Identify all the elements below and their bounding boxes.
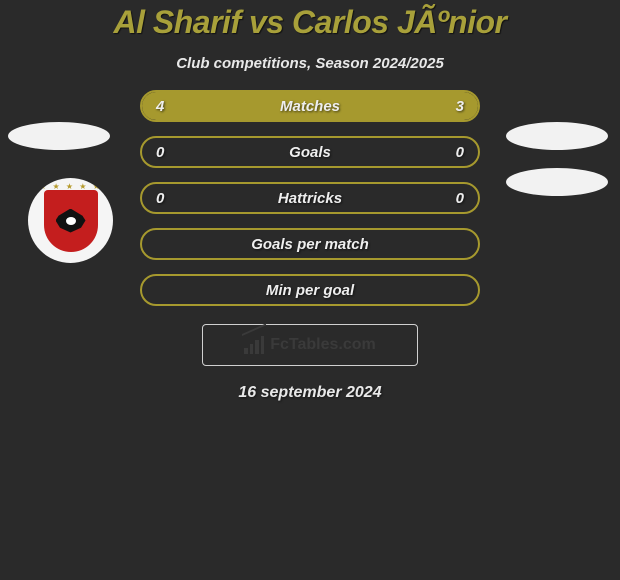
subtitle: Club competitions, Season 2024/2025: [0, 55, 620, 72]
branding-box[interactable]: FcTables.com: [202, 324, 418, 366]
player-photo-placeholder: [8, 122, 110, 150]
eagle-icon: [56, 209, 86, 233]
player-photo-placeholder: [506, 122, 608, 150]
right-photos-column: [506, 122, 608, 196]
bar-chart-icon: [244, 336, 264, 354]
stat-label: Matches: [280, 98, 340, 115]
stat-label: Hattricks: [278, 190, 342, 207]
stat-value-left: 0: [156, 190, 164, 207]
page-title: Al Sharif vs Carlos JÃºnior: [0, 4, 620, 41]
comparison-card: Al Sharif vs Carlos JÃºnior Club competi…: [0, 0, 620, 402]
stat-value-right: 0: [456, 144, 464, 161]
stat-label: Goals: [289, 144, 331, 161]
stat-value-left: 0: [156, 144, 164, 161]
club-logo-right-placeholder: [506, 168, 608, 196]
stat-row-goals: 0 Goals 0: [140, 136, 480, 168]
stat-value-right: 0: [456, 190, 464, 207]
stat-label: Goals per match: [156, 236, 464, 253]
logo-shield: [44, 190, 98, 252]
stat-row-hattricks: 0 Hattricks 0: [140, 182, 480, 214]
stat-row-min-per-goal: Min per goal: [140, 274, 480, 306]
club-logo-left: ★ ★ ★ ★ ★: [28, 178, 113, 263]
stat-value-right: 3: [456, 98, 464, 115]
date-text: 16 september 2024: [0, 384, 620, 402]
stat-row-matches: 4 Matches 3: [140, 90, 480, 122]
stat-label: Min per goal: [156, 282, 464, 299]
stat-rows: 4 Matches 3 0 Goals 0 0 Hattricks 0 Goal…: [140, 90, 480, 306]
branding-text: FcTables.com: [270, 336, 376, 354]
left-photos-column: [8, 122, 110, 150]
stat-row-goals-per-match: Goals per match: [140, 228, 480, 260]
stat-value-left: 4: [156, 98, 164, 115]
